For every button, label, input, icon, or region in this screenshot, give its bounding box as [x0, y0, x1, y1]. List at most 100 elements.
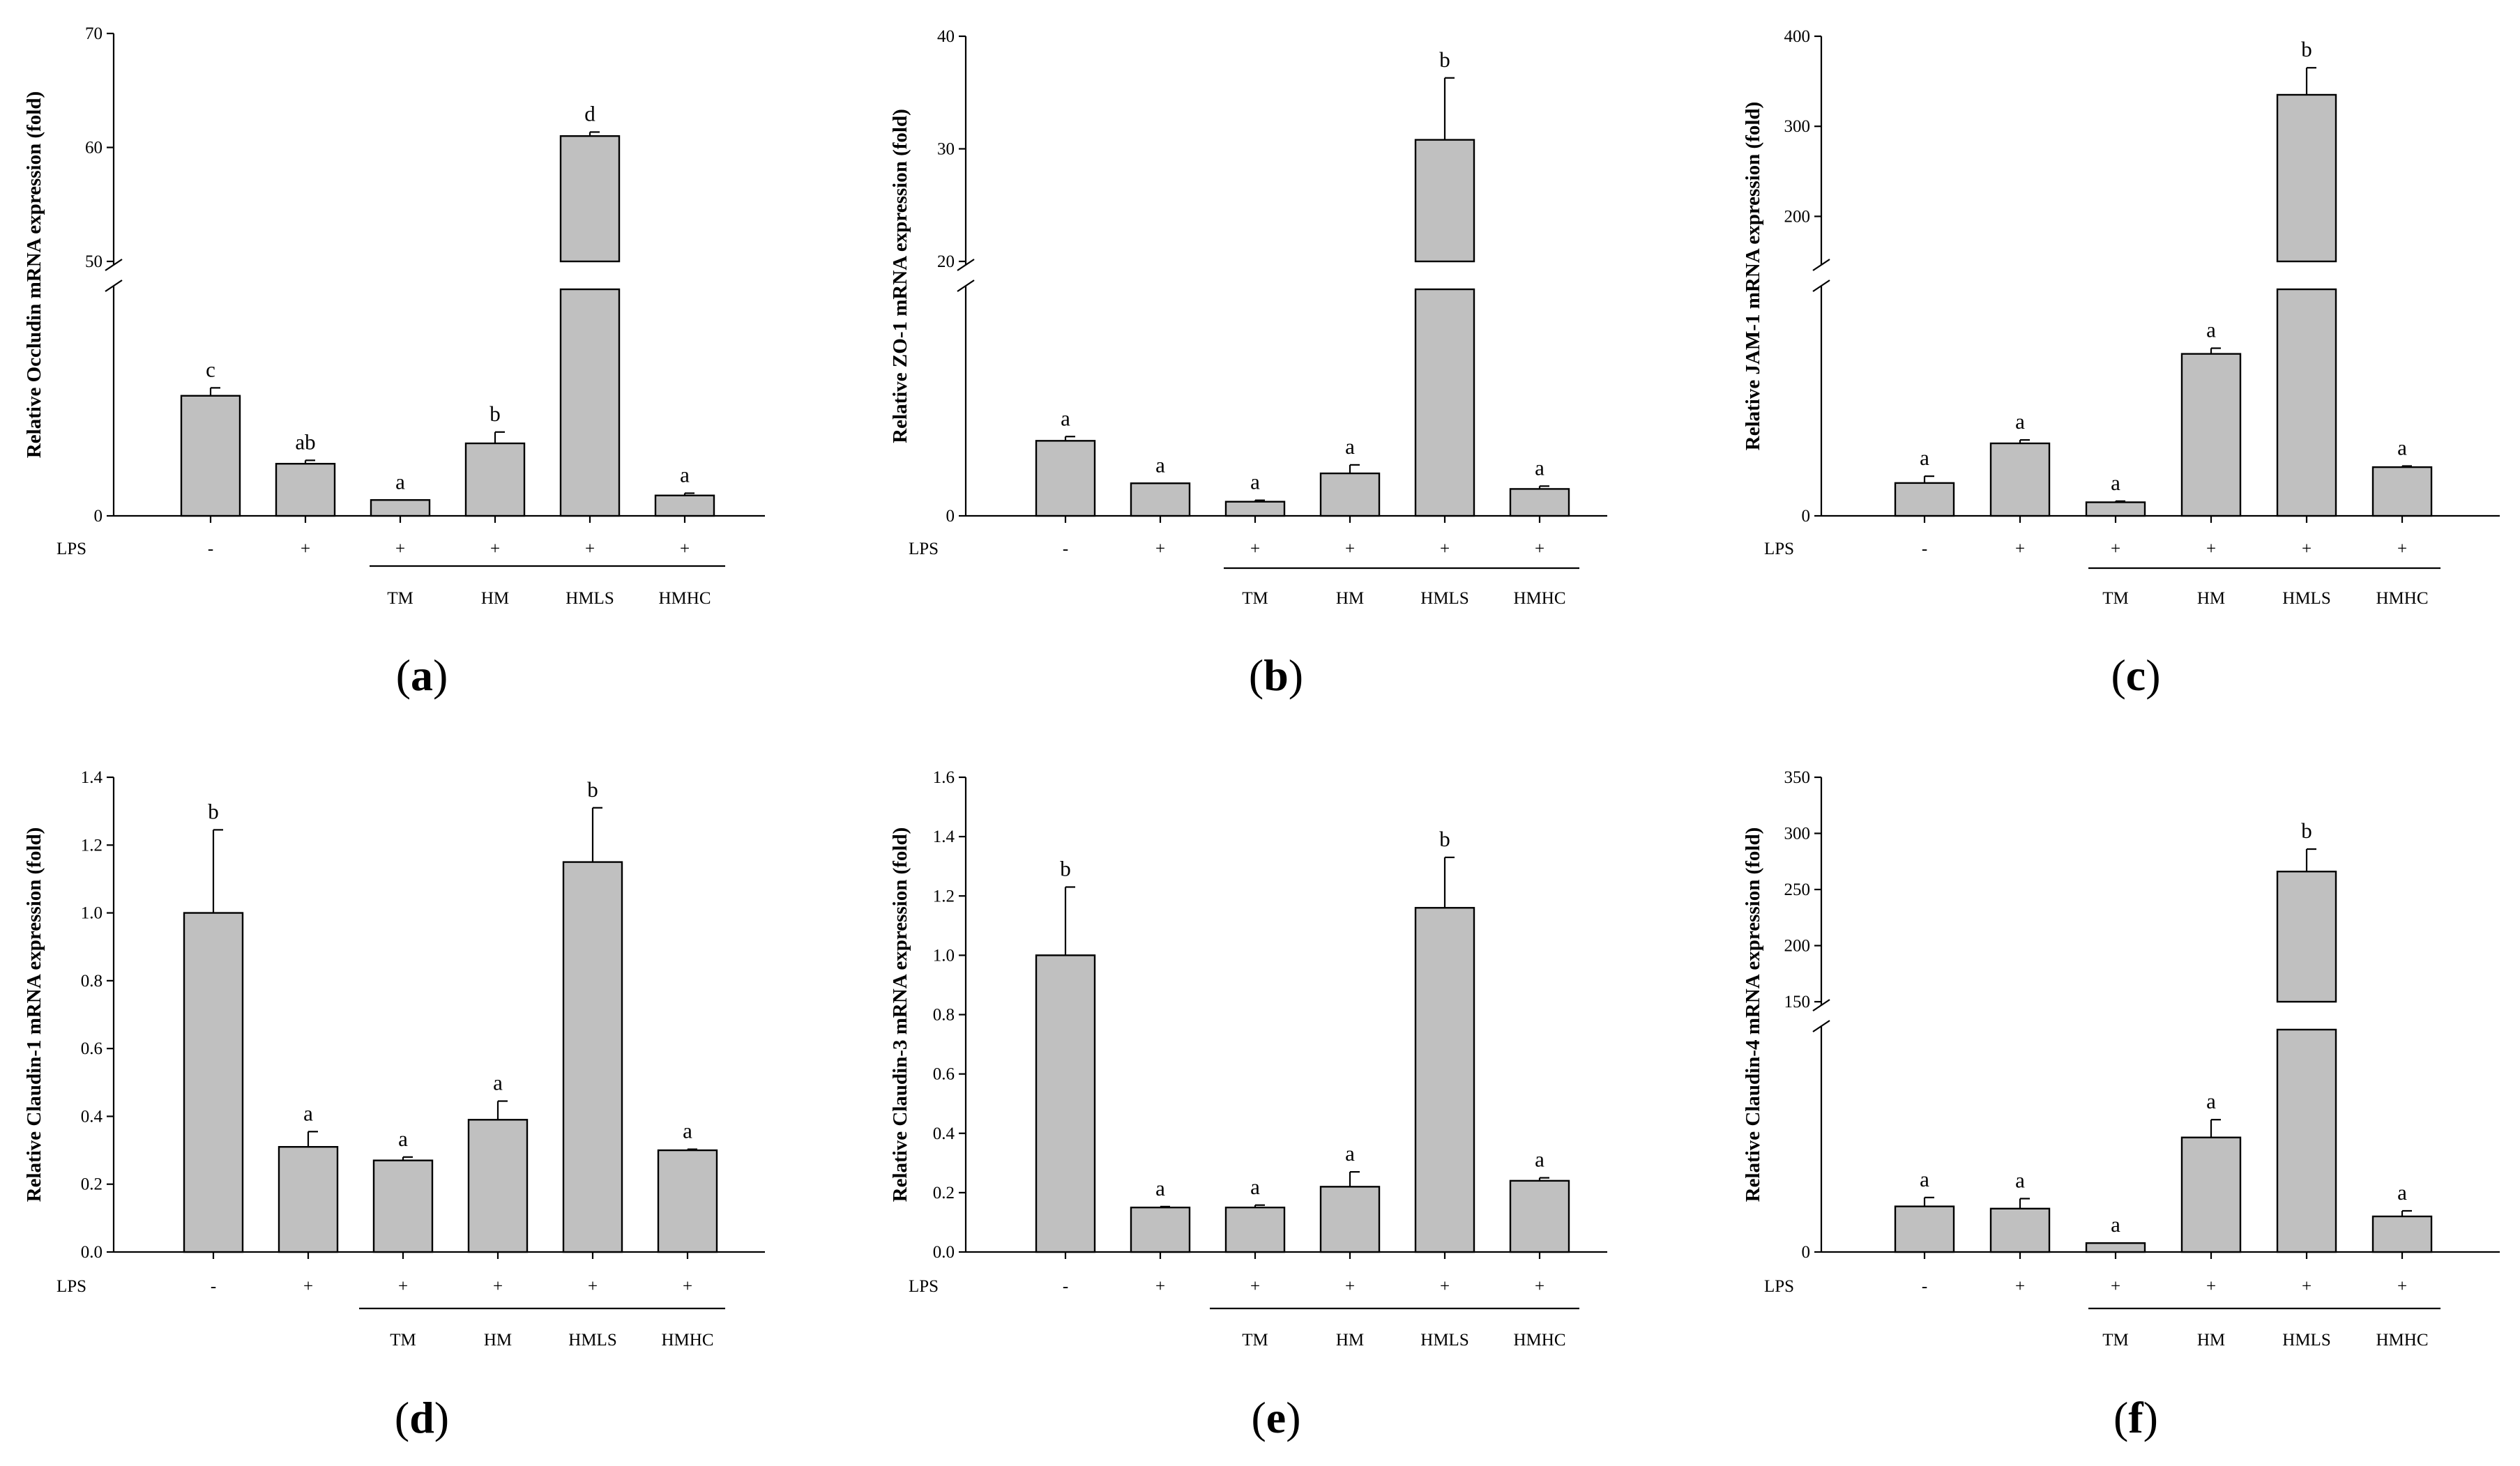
group-label: HM — [481, 589, 509, 608]
bar-upper-segment — [2276, 93, 2337, 263]
y-axis-label: Relative Claudin-1 mRNA expression (fold… — [23, 827, 45, 1202]
bar — [2180, 353, 2242, 517]
significance-letter: b — [1439, 47, 1450, 72]
lps-value: + — [2397, 540, 2407, 558]
bar — [275, 463, 336, 517]
axis-break-mark — [1812, 999, 1830, 1011]
bar — [464, 442, 526, 517]
significance-letter: d — [584, 101, 595, 125]
bar — [467, 1119, 529, 1253]
bar — [562, 861, 623, 1253]
bar-lower-segment — [2276, 288, 2337, 517]
chart-panel-d: 0.0 0.2 0.4 0.6 0.8 1.0 1.2 1.4 Relative Claudin… — [23, 768, 765, 1442]
group-label: TM — [2102, 1331, 2129, 1350]
group-label: HMHC — [658, 589, 711, 608]
panel-caption: (a) — [396, 650, 448, 700]
significance-letter: b — [208, 799, 219, 823]
significance-letter: a — [1250, 1175, 1260, 1199]
lps-value: + — [1535, 540, 1544, 558]
significance-letter: b — [587, 777, 598, 802]
axis-break-mark — [105, 259, 123, 271]
group-label: HM — [2197, 1331, 2225, 1350]
panel-caption-paren: ) — [1286, 1393, 1300, 1442]
lps-row-label: LPS — [909, 1277, 939, 1296]
significance-letter: b — [2301, 37, 2312, 61]
panel-caption-letter: b — [1263, 650, 1289, 700]
group-label: HM — [1336, 589, 1364, 608]
panel-caption-paren: ( — [395, 1393, 409, 1442]
significance-letter: a — [2206, 1089, 2216, 1113]
significance-letter: a — [303, 1101, 313, 1125]
significance-letter: a — [1535, 1147, 1544, 1172]
bar — [1224, 1206, 1286, 1253]
significance-letter: a — [2397, 1180, 2407, 1205]
significance-letter: a — [1155, 1176, 1165, 1200]
bar-lower-segment — [1414, 288, 1475, 517]
lps-value: + — [1250, 540, 1260, 558]
lps-value: + — [2206, 540, 2216, 558]
lps-value: + — [683, 1277, 692, 1296]
group-label: HM — [484, 1331, 512, 1350]
panel-caption: (c) — [2111, 650, 2160, 700]
y-tick-label: 0.8 — [81, 972, 103, 991]
lps-value: + — [395, 540, 405, 558]
chart-panel-f: 0 150 200 250 300 350 Relative Claudin-4 mRNA … — [1742, 768, 2500, 1442]
lps-row-label: LPS — [1764, 540, 1794, 558]
bar — [1319, 472, 1381, 517]
lps-value: + — [2111, 540, 2120, 558]
axis-break-mark — [105, 280, 123, 292]
lps-value: + — [2111, 1277, 2120, 1296]
panel-caption-letter: c — [2126, 650, 2146, 700]
group-label: HMLS — [566, 589, 614, 608]
y-tick-label: 0 — [1802, 507, 1811, 526]
panel-caption: (b) — [1249, 650, 1303, 700]
y-tick-label: 200 — [1784, 207, 1811, 226]
bar — [2085, 501, 2146, 517]
y-axis-label: Relative ZO-1 mRNA expression (fold) — [889, 109, 911, 443]
lps-row-label: LPS — [1764, 1277, 1794, 1296]
y-tick-label: 1.4 — [933, 827, 955, 846]
significance-letter: a — [2397, 436, 2407, 460]
significance-letter: a — [683, 1119, 692, 1143]
bar-upper-segment — [559, 135, 621, 263]
group-label: HMLS — [1420, 589, 1468, 608]
bar — [1319, 1186, 1381, 1253]
bar — [1989, 1207, 2051, 1253]
significance-letter: a — [1345, 1141, 1355, 1166]
axis-break-mark — [1812, 280, 1830, 292]
y-tick-label: 1.0 — [81, 904, 103, 923]
lps-value: - — [208, 540, 213, 558]
chart-panel-b: 0 20 30 40 Relative ZO-1 mRNA expression (fo… — [889, 27, 1607, 700]
y-tick-label: 0.4 — [81, 1107, 103, 1126]
panel-caption-letter: d — [409, 1393, 434, 1442]
lps-value: + — [2302, 1277, 2312, 1296]
lps-value: + — [398, 1277, 408, 1296]
group-label: HMHC — [2376, 589, 2428, 608]
y-tick-label: 0 — [946, 507, 955, 526]
lps-value: - — [1922, 540, 1927, 558]
panel-caption: (e) — [1251, 1393, 1300, 1442]
axis-break-mark — [957, 259, 975, 271]
lps-value: + — [585, 540, 595, 558]
lps-value: + — [680, 540, 690, 558]
y-tick-label: 0 — [1802, 1243, 1811, 1262]
y-tick-label: 1.2 — [933, 887, 955, 906]
bar-lower-segment — [559, 288, 621, 517]
significance-letter: b — [2301, 818, 2312, 843]
group-label: HMLS — [1420, 1331, 1468, 1350]
chart-panel-c: 0 200 300 400 Relative JAM-1 mRNA expression… — [1742, 27, 2500, 700]
lps-value: + — [1440, 1277, 1450, 1296]
bar — [2371, 466, 2433, 517]
axis-break-mark — [957, 280, 975, 292]
bar — [1509, 1179, 1570, 1253]
group-label: HM — [1336, 1331, 1364, 1350]
significance-letter: a — [2015, 409, 2025, 434]
panel-caption-letter: e — [1266, 1393, 1286, 1442]
significance-letter: a — [1920, 1167, 1929, 1191]
panel-caption-paren: ) — [434, 1393, 449, 1442]
chart-panel-a: 0 50 60 70 Relative Occludin mRNA expression… — [23, 24, 765, 700]
y-tick-label: 0 — [94, 507, 103, 526]
bar-lower-segment — [2276, 1028, 2337, 1253]
y-tick-label: 0.6 — [933, 1065, 955, 1084]
